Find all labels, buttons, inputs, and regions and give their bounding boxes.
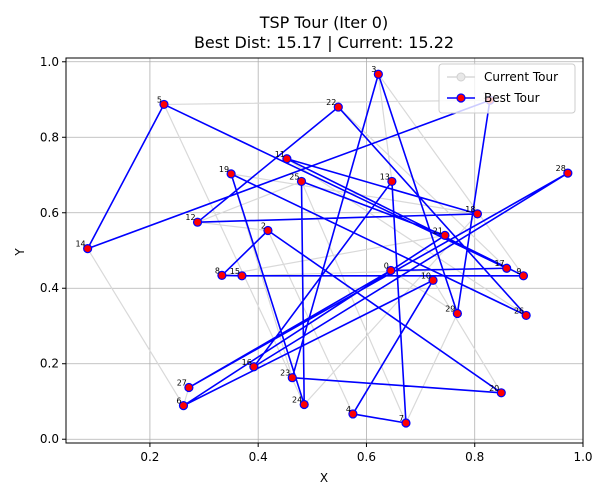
city-point [496, 388, 506, 398]
city-label: 5 [157, 95, 162, 104]
city-labels: 0123456789101112131415161718192021222324… [75, 65, 565, 423]
city-label: 28 [556, 164, 566, 173]
x-tick-label: 0.6 [357, 450, 376, 464]
city-label: 20 [489, 384, 499, 393]
legend-current-marker [456, 72, 466, 82]
city-point [387, 176, 397, 187]
city-label: 24 [292, 396, 302, 405]
city-label: 25 [289, 172, 299, 181]
city-label: 0 [384, 262, 389, 271]
y-tick-label: 1.0 [40, 55, 59, 69]
city-label: 6 [176, 397, 181, 406]
y-tick-label: 0.6 [40, 206, 59, 220]
city-label: 26 [514, 306, 524, 315]
legend-best-label: Best Tour [484, 91, 540, 105]
current-tour-series [87, 73, 569, 424]
x-tick-label: 0.8 [465, 450, 484, 464]
city-label: 17 [494, 259, 504, 268]
city-label: 10 [421, 271, 431, 280]
chart-subtitle: Best Dist: 15.17 | Current: 15.22 [194, 33, 454, 52]
city-point [440, 230, 450, 241]
city-point [386, 265, 396, 276]
x-tick-label: 0.4 [249, 450, 268, 464]
city-label: 11 [275, 150, 285, 159]
city-point [333, 102, 343, 112]
city-point [287, 373, 297, 383]
y-tick-label: 0.4 [40, 281, 59, 295]
city-point [184, 382, 194, 393]
city-label: 14 [75, 240, 85, 249]
city-label: 27 [177, 379, 187, 388]
tour-line-current-tour [87, 73, 569, 424]
city-label: 23 [280, 369, 290, 378]
city-point [237, 271, 247, 281]
city-point [348, 409, 358, 419]
city-point [521, 310, 531, 321]
city-point [83, 244, 93, 254]
city-point [263, 225, 273, 236]
city-point [226, 169, 236, 179]
city-label: 19 [219, 165, 229, 174]
city-point [217, 270, 227, 281]
best-tour-series [86, 73, 569, 424]
city-point [299, 399, 309, 410]
axes: 0.2 0.4 0.6 0.8 1.0 0.0 0.2 0.4 0.6 0.8 1.0 [40, 55, 593, 464]
city-markers [83, 69, 573, 428]
city-point [282, 154, 292, 164]
city-point [428, 275, 438, 285]
city-point [452, 308, 463, 319]
city-label: 16 [242, 358, 252, 367]
tour-line-best-tour [86, 73, 569, 424]
city-label: 9 [516, 267, 521, 276]
city-point [296, 176, 307, 187]
city-label: 12 [185, 213, 195, 222]
city-label: 8 [215, 266, 220, 275]
city-point [401, 418, 411, 428]
city-label: 13 [380, 172, 390, 181]
city-point [518, 271, 529, 281]
city-point [373, 69, 383, 79]
y-tick-label: 0.8 [40, 130, 59, 144]
legend-current-label: Current Tour [484, 70, 558, 84]
city-label: 29 [445, 305, 455, 314]
x-tick-label: 1.0 [573, 450, 592, 464]
x-tick-label: 0.2 [140, 450, 159, 464]
city-point [502, 263, 512, 273]
city-point [159, 99, 169, 110]
legend: Current Tour Best Tour [438, 63, 576, 114]
y-axis-label: Y [13, 248, 27, 257]
city-label: 3 [371, 65, 376, 74]
city-point [178, 401, 189, 411]
y-tick-label: 0.2 [40, 357, 59, 371]
city-point [249, 362, 259, 372]
city-point [472, 209, 483, 219]
city-label: 2 [261, 221, 266, 230]
city-label: 7 [399, 414, 404, 423]
city-label: 22 [326, 98, 336, 107]
legend-best-marker [456, 93, 466, 103]
chart-title: TSP Tour (Iter 0) [259, 13, 388, 32]
city-label: 21 [433, 226, 443, 235]
city-point [563, 168, 573, 178]
city-label: 4 [346, 405, 351, 414]
city-point [192, 217, 203, 227]
city-label: 18 [465, 205, 475, 214]
x-axis-label: X [320, 471, 328, 485]
city-label: 15 [230, 267, 240, 276]
plot-frame [65, 57, 584, 444]
y-tick-label: 0.0 [40, 432, 59, 446]
